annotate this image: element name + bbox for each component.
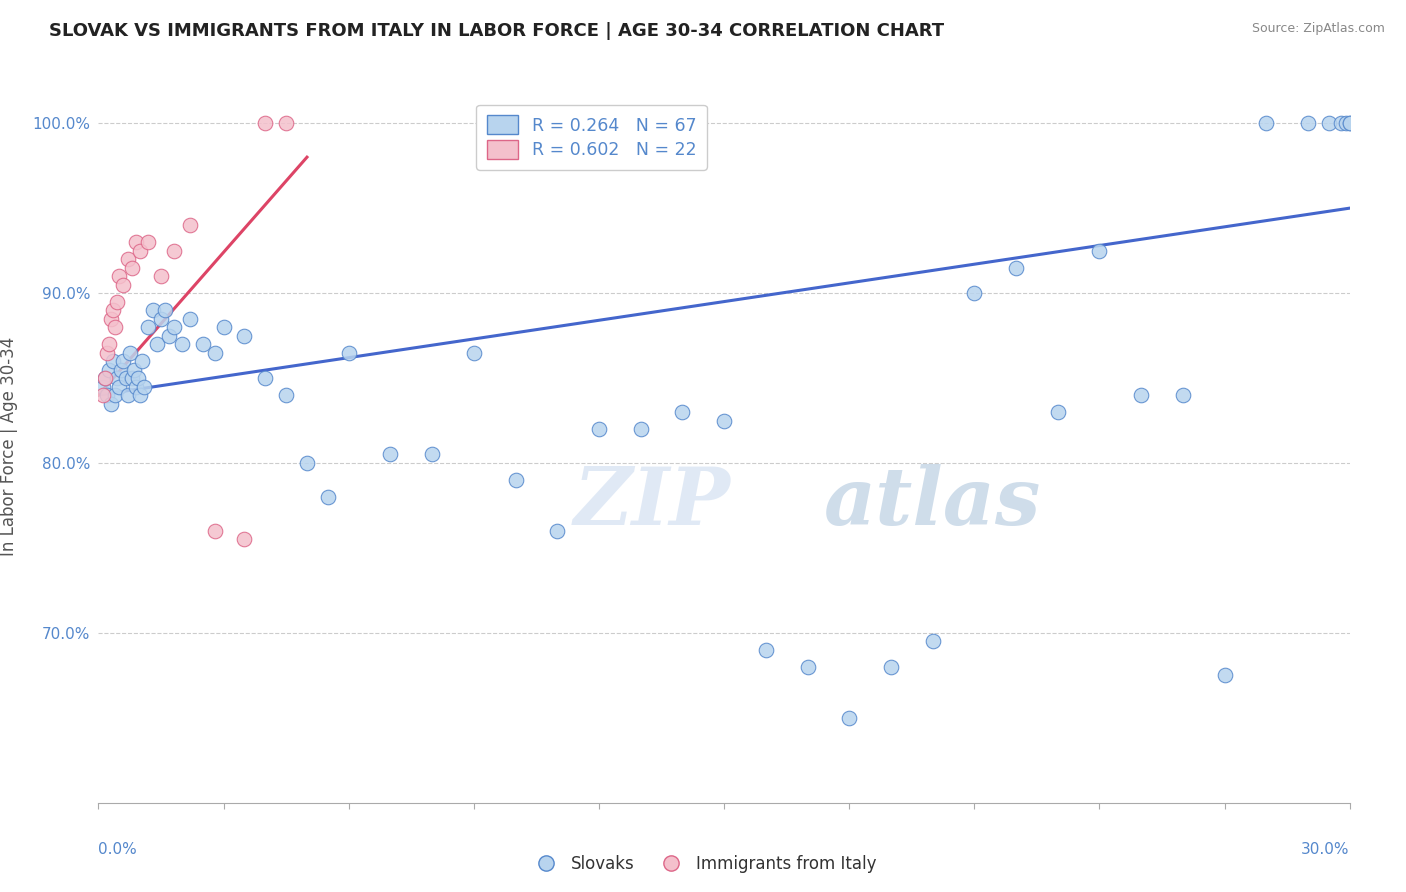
- Point: [505, 473, 527, 487]
- Point: [91, 379, 114, 393]
- Point: [212, 320, 235, 334]
- Point: [1171, 388, 1194, 402]
- Point: [114, 371, 136, 385]
- Point: [150, 269, 173, 284]
- Text: SLOVAK VS IMMIGRANTS FROM ITALY IN LABOR FORCE | AGE 30-34 CORRELATION CHART: SLOVAK VS IMMIGRANTS FROM ITALY IN LABOR…: [49, 22, 945, 40]
- Point: [204, 524, 226, 538]
- Point: [125, 235, 148, 249]
- Point: [112, 354, 135, 368]
- Point: [1339, 116, 1361, 130]
- Point: [1339, 116, 1361, 130]
- Point: [104, 320, 127, 334]
- Point: [93, 371, 115, 385]
- Point: [1088, 244, 1111, 258]
- Point: [125, 379, 148, 393]
- Point: [179, 218, 201, 232]
- Point: [96, 388, 118, 402]
- Text: Source: ZipAtlas.com: Source: ZipAtlas.com: [1251, 22, 1385, 36]
- Point: [838, 711, 860, 725]
- Point: [117, 252, 139, 266]
- Point: [91, 388, 114, 402]
- Point: [380, 448, 402, 462]
- Point: [100, 311, 122, 326]
- Point: [112, 277, 135, 292]
- Point: [170, 337, 193, 351]
- Point: [122, 362, 145, 376]
- Point: [146, 337, 169, 351]
- Point: [162, 244, 184, 258]
- Point: [129, 388, 152, 402]
- Point: [138, 235, 160, 249]
- Point: [162, 320, 184, 334]
- Text: 0.0%: 0.0%: [98, 842, 138, 857]
- Point: [274, 116, 298, 130]
- Point: [1256, 116, 1278, 130]
- Point: [153, 303, 176, 318]
- Point: [796, 660, 818, 674]
- Point: [1334, 116, 1357, 130]
- Point: [104, 388, 127, 402]
- Point: [1046, 405, 1069, 419]
- Point: [157, 328, 180, 343]
- Point: [129, 244, 152, 258]
- Point: [121, 371, 143, 385]
- Point: [138, 320, 160, 334]
- Point: [117, 388, 139, 402]
- Point: [880, 660, 903, 674]
- Point: [630, 422, 652, 436]
- Point: [921, 634, 943, 648]
- Point: [420, 448, 443, 462]
- Point: [100, 396, 122, 410]
- Point: [101, 303, 124, 318]
- Point: [118, 345, 141, 359]
- Point: [127, 371, 149, 385]
- Point: [108, 269, 131, 284]
- Point: [463, 345, 485, 359]
- Legend: Slovaks, Immigrants from Italy: Slovaks, Immigrants from Italy: [523, 848, 883, 880]
- Point: [1005, 260, 1028, 275]
- Point: [134, 379, 156, 393]
- Point: [179, 311, 201, 326]
- Text: ZIP: ZIP: [574, 465, 731, 541]
- Point: [108, 379, 131, 393]
- Point: [105, 294, 128, 309]
- Point: [1317, 116, 1340, 130]
- Point: [963, 286, 986, 301]
- Text: 30.0%: 30.0%: [1302, 842, 1350, 857]
- Point: [1330, 116, 1353, 130]
- Point: [1296, 116, 1319, 130]
- Point: [1213, 668, 1236, 682]
- Point: [93, 371, 115, 385]
- Point: [96, 345, 118, 359]
- Point: [546, 524, 568, 538]
- Point: [110, 362, 132, 376]
- Text: atlas: atlas: [824, 465, 1042, 541]
- Point: [254, 371, 277, 385]
- Point: [97, 337, 120, 351]
- Point: [671, 405, 693, 419]
- Point: [121, 260, 143, 275]
- Point: [233, 328, 256, 343]
- Point: [105, 371, 128, 385]
- Point: [274, 388, 298, 402]
- Point: [142, 303, 165, 318]
- Legend: R = 0.264   N = 67, R = 0.602   N = 22: R = 0.264 N = 67, R = 0.602 N = 22: [477, 105, 707, 169]
- Point: [713, 413, 735, 427]
- Point: [755, 643, 778, 657]
- Point: [131, 354, 153, 368]
- Point: [588, 422, 610, 436]
- Point: [150, 311, 173, 326]
- Point: [316, 490, 339, 504]
- Point: [295, 456, 318, 470]
- Point: [97, 362, 120, 376]
- Point: [204, 345, 226, 359]
- Point: [1130, 388, 1153, 402]
- Point: [337, 345, 360, 359]
- Point: [254, 116, 277, 130]
- Point: [101, 354, 124, 368]
- Point: [233, 533, 256, 547]
- Y-axis label: In Labor Force | Age 30-34: In Labor Force | Age 30-34: [0, 336, 18, 556]
- Point: [191, 337, 214, 351]
